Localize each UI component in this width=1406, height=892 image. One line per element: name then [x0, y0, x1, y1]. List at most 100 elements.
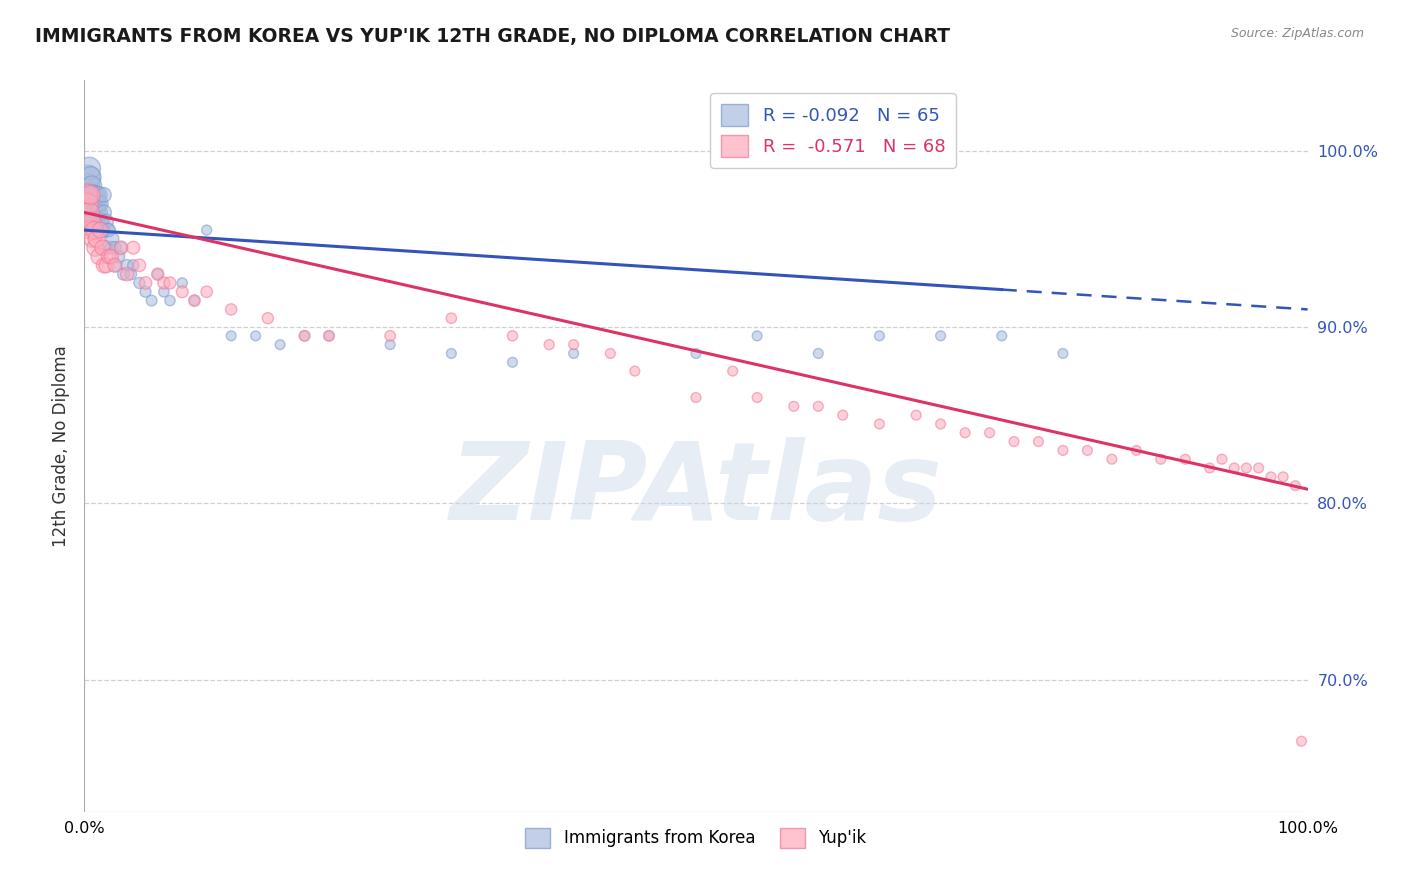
Point: [89, 214, 111, 228]
Point: [120, 267, 142, 281]
Point: [104, 258, 127, 272]
Point: [195, 285, 218, 299]
Point: [79, 187, 101, 202]
Point: [86, 223, 108, 237]
Point: [219, 329, 242, 343]
Point: [146, 267, 169, 281]
Point: [94, 241, 117, 255]
Point: [1028, 434, 1050, 449]
Point: [979, 425, 1001, 440]
Point: [104, 241, 127, 255]
Point: [562, 346, 585, 360]
Point: [77, 187, 100, 202]
Point: [1052, 443, 1074, 458]
Point: [122, 258, 145, 272]
Text: IMMIGRANTS FROM KOREA VS YUP'IK 12TH GRADE, NO DIPLOMA CORRELATION CHART: IMMIGRANTS FROM KOREA VS YUP'IK 12TH GRA…: [35, 27, 950, 45]
Point: [1002, 434, 1025, 449]
Point: [82, 205, 104, 219]
Point: [96, 258, 118, 272]
Point: [100, 241, 122, 255]
Point: [93, 205, 115, 219]
Point: [83, 214, 105, 228]
Point: [1076, 443, 1098, 458]
Point: [76, 179, 98, 194]
Text: ZIPAtlas: ZIPAtlas: [450, 437, 942, 543]
Point: [1198, 461, 1220, 475]
Point: [153, 276, 176, 290]
Point: [1101, 452, 1123, 467]
Point: [79, 223, 101, 237]
Point: [159, 293, 181, 308]
Point: [153, 285, 176, 299]
Point: [84, 241, 107, 255]
Point: [86, 205, 108, 219]
Point: [562, 337, 585, 351]
Point: [89, 196, 111, 211]
Point: [929, 329, 952, 343]
Point: [257, 311, 280, 326]
Point: [77, 205, 100, 219]
Point: [84, 196, 107, 211]
Point: [172, 276, 194, 290]
Point: [97, 250, 120, 264]
Point: [128, 258, 150, 272]
Point: [83, 223, 105, 237]
Point: [82, 232, 104, 246]
Point: [115, 267, 138, 281]
Point: [86, 232, 108, 246]
Point: [869, 417, 891, 431]
Point: [502, 355, 524, 369]
Point: [440, 346, 463, 360]
Point: [269, 337, 291, 351]
Point: [86, 187, 108, 202]
Point: [783, 400, 806, 414]
Point: [1284, 478, 1306, 492]
Point: [245, 329, 267, 343]
Point: [747, 391, 769, 405]
Point: [96, 214, 118, 228]
Point: [1174, 452, 1197, 467]
Point: [624, 364, 647, 378]
Point: [97, 223, 120, 237]
Point: [953, 425, 976, 440]
Point: [93, 258, 115, 272]
Point: [747, 329, 769, 343]
Point: [77, 196, 100, 211]
Point: [112, 267, 135, 281]
Point: [807, 346, 830, 360]
Point: [80, 214, 103, 228]
Point: [93, 187, 115, 202]
Point: [115, 258, 138, 272]
Point: [685, 391, 707, 405]
Point: [1247, 461, 1270, 475]
Point: [380, 329, 402, 343]
Point: [128, 276, 150, 290]
Point: [1272, 470, 1295, 484]
Point: [146, 267, 169, 281]
Point: [122, 241, 145, 255]
Legend: Immigrants from Korea, Yup'ik: Immigrants from Korea, Yup'ik: [519, 821, 873, 855]
Point: [380, 337, 402, 351]
Point: [991, 329, 1014, 343]
Point: [294, 329, 316, 343]
Point: [87, 205, 110, 219]
Point: [89, 223, 111, 237]
Point: [159, 276, 181, 290]
Point: [141, 293, 163, 308]
Point: [807, 400, 830, 414]
Point: [91, 241, 114, 255]
Point: [104, 258, 127, 272]
Point: [294, 329, 316, 343]
Point: [87, 187, 110, 202]
Text: Source: ZipAtlas.com: Source: ZipAtlas.com: [1230, 27, 1364, 40]
Point: [440, 311, 463, 326]
Point: [831, 408, 853, 422]
Point: [183, 293, 205, 308]
Point: [80, 196, 103, 211]
Point: [84, 214, 107, 228]
Point: [79, 170, 101, 185]
Point: [318, 329, 340, 343]
Point: [91, 223, 114, 237]
Point: [1223, 461, 1246, 475]
Point: [538, 337, 561, 351]
